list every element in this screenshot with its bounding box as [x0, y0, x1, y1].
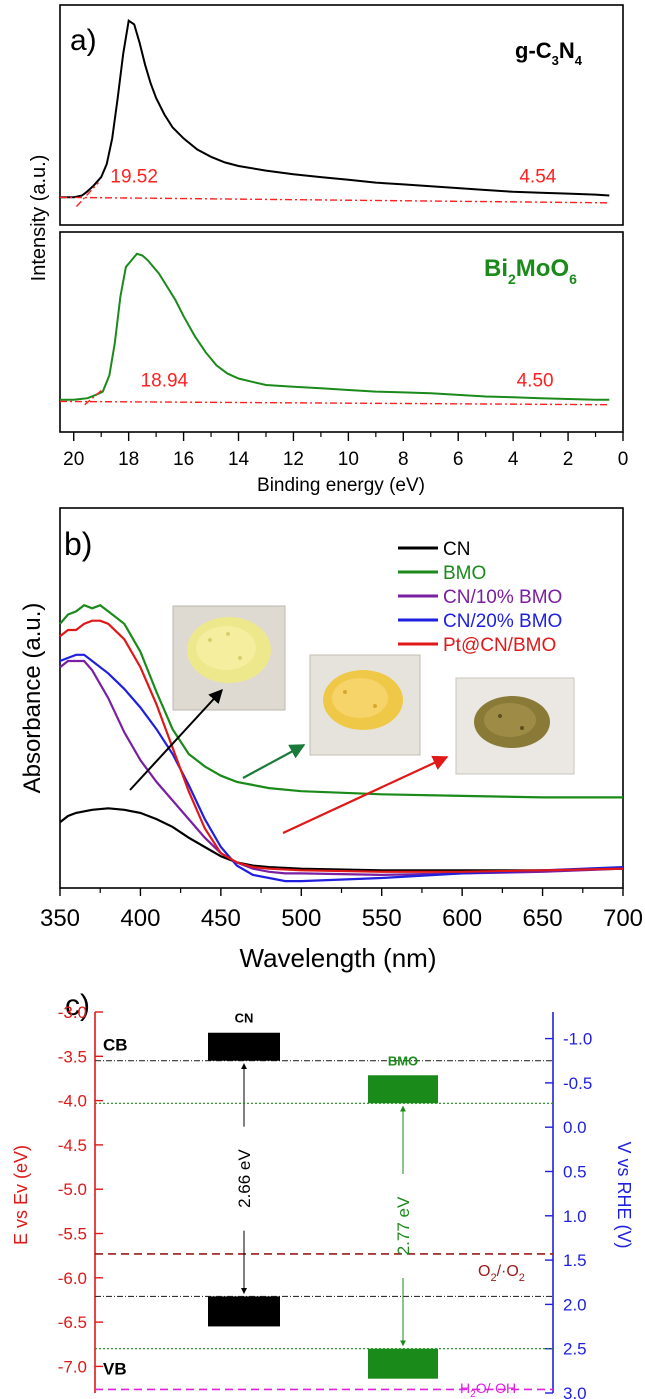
uvvis-legend-label: CN/20% BMO — [443, 611, 562, 632]
uvvis-x-tick-label: 700 — [603, 905, 643, 932]
material-label-bmo: BMO — [388, 1053, 418, 1068]
conduction-band-block-bmo — [368, 1075, 438, 1104]
uvvis-series-line-2 — [59, 659, 624, 877]
panel-a-ups: a) Intensity (a.u.) Binding energy (eV) … — [28, 4, 628, 496]
uvvis-x-axis-label: Wavelength (nm) — [240, 943, 437, 973]
band-right-tick-label: 1.5 — [563, 1251, 587, 1270]
h2o-reference-label: H2O/·OH — [460, 1380, 516, 1399]
uvvis-x-ticks: 350 400 450 500 550 600 650 700 — [40, 888, 643, 932]
ups-annotation-0-0: 19.52 — [110, 167, 158, 188]
ups-x-tick-label: 12 — [283, 449, 304, 470]
uvvis-x-tick-label: 550 — [362, 905, 402, 932]
uvvis-series-line-1 — [59, 603, 623, 799]
band-right-tick-label: 3.0 — [563, 1384, 587, 1399]
band-right-tick-label: 2.0 — [563, 1295, 587, 1314]
uvvis-series-line-0 — [59, 807, 624, 872]
ups-x-tick-label: 16 — [173, 449, 194, 470]
vb-label: VB — [103, 1359, 127, 1378]
band-left-axis-label: E vs Ev (eV) — [11, 1145, 31, 1245]
ups-x-ticks: 20 18 16 14 12 10 8 6 4 2 0 — [63, 432, 628, 470]
uvvis-x-tick-label: 650 — [523, 905, 563, 932]
ups-x-tick-label: 8 — [398, 449, 409, 470]
uvvis-legend: CN BMO CN/10% BMO CN/20% BMO Pt@CN/BMO — [398, 539, 562, 656]
ups-fit-line-1-0 — [84, 387, 105, 406]
cb-label: CB — [103, 1036, 128, 1055]
uvvis-x-tick-label: 600 — [442, 905, 482, 932]
ups-x-tick-label: 4 — [508, 449, 519, 470]
pt-photo-arrow — [282, 755, 449, 834]
ups-top-series-label: g-C3N4 — [515, 38, 583, 68]
uvvis-y-axis-label: Absorbance (a.u.) — [19, 603, 46, 794]
ups-x-tick-label: 14 — [228, 449, 250, 470]
ups-x-tick-label: 6 — [453, 449, 464, 470]
band-right-tick-label: 0.0 — [563, 1118, 587, 1137]
panel-b-label: b) — [64, 526, 92, 562]
band-left-tick-label: -6.5 — [58, 1313, 87, 1332]
pt-cn-bmo-powder-photo — [455, 677, 575, 775]
uvvis-x-tick-label: 500 — [281, 905, 321, 932]
ups-x-tick-label: 20 — [63, 449, 84, 470]
ups-x-tick-label: 18 — [118, 449, 139, 470]
uvvis-series-line-4 — [59, 619, 624, 873]
ups-plot-area: 19.52 4.54 18.94 4.50 — [59, 19, 610, 406]
band-left-tick-label: -4.5 — [58, 1136, 87, 1155]
ups-x-tick-label: 0 — [618, 449, 629, 470]
uvvis-x-tick-label: 450 — [201, 905, 241, 932]
uvvis-legend-label: Pt@CN/BMO — [443, 635, 556, 656]
uvvis-x-tick-label: 400 — [120, 905, 160, 932]
panel-b-uvvis: b) Absorbance (a.u.) Wavelength (nm) 350… — [19, 507, 643, 973]
band-right-tick-label: -1.0 — [563, 1030, 592, 1049]
ups-fit-line-1-1 — [59, 400, 610, 406]
o2-reference-label: O2/·O2 — [478, 1263, 525, 1284]
band-left-tick-label: -5.0 — [58, 1180, 87, 1199]
bmo-photo-arrow — [242, 744, 306, 779]
ups-top-frame — [59, 4, 624, 226]
ups-y-axis-label: Intensity (a.u.) — [28, 155, 50, 282]
ups-x-tick-label: 2 — [563, 449, 574, 470]
panel-c-band-diagram: c) E vs Ev (eV) V vs RHE (V) -3.0 -3.5 -4.… — [11, 989, 634, 1399]
valence-band-block-bmo — [368, 1348, 438, 1379]
band-left-tick-label: -4.0 — [58, 1092, 87, 1111]
ups-x-axis-label: Binding energy (eV) — [257, 475, 425, 496]
band-plot-area: O2/·O2 H2O/·OH CN 2.66 eV BMO 2.77 eV CB VB — [95, 1011, 553, 1399]
ups-bottom-series-label: Bi2MoO6 — [484, 255, 577, 287]
band-right-tick-label: -0.5 — [563, 1074, 592, 1093]
material-label-cn: CN — [235, 1011, 254, 1026]
ups-annotation-1-0: 18.94 — [141, 371, 189, 392]
band-left-tick-label: -7.0 — [58, 1357, 87, 1376]
band-left-tick-label: -5.5 — [58, 1225, 87, 1244]
ups-annotation-1-1: 4.50 — [517, 371, 554, 392]
band-right-tick-label: 0.5 — [563, 1162, 587, 1181]
ups-bottom-frame — [59, 231, 624, 433]
panel-a-label: a) — [70, 24, 97, 57]
uvvis-legend-label: BMO — [443, 563, 486, 584]
valence-band-block-cn — [208, 1296, 280, 1327]
bmo-powder-photo — [309, 654, 421, 756]
uvvis-plot-area — [59, 603, 624, 883]
uvvis-legend-label: CN/10% BMO — [443, 587, 562, 608]
cn-powder-photo — [172, 605, 286, 711]
band-left-tick-label: -6.0 — [58, 1269, 87, 1288]
ups-fit-line-0-0 — [75, 182, 99, 207]
band-right-axis-label: V vs RHE (V) — [614, 1141, 634, 1248]
band-right-tick-label: 1.0 — [563, 1207, 587, 1226]
uvvis-legend-label: CN — [443, 539, 470, 560]
ups-spectrum-line-0 — [60, 19, 610, 199]
band-axes: -3.0 -3.5 -4.0 -4.5 -5.0 -5.5 -6.0 -6.5 -7.0 -1.0… — [58, 1003, 593, 1399]
cn-photo-arrow — [129, 688, 223, 791]
band-gap-label-cn: 2.66 eV — [235, 1149, 254, 1208]
uvvis-x-tick-label: 350 — [40, 905, 80, 932]
panel-c-label: c) — [65, 989, 90, 1022]
band-gap-label-bmo: 2.77 eV — [394, 1196, 413, 1255]
ups-x-tick-label: 10 — [338, 449, 359, 470]
uvvis-series-line-3 — [59, 653, 624, 883]
conduction-band-block-cn — [208, 1032, 280, 1061]
band-left-tick-label: -3.0 — [58, 1003, 87, 1022]
ups-annotation-0-1: 4.54 — [519, 167, 556, 188]
ups-spectrum-line-1 — [60, 252, 610, 401]
band-right-tick-label: 2.5 — [563, 1340, 587, 1359]
ups-fit-line-0-1 — [59, 196, 610, 204]
band-left-tick-label: -3.5 — [58, 1047, 87, 1066]
